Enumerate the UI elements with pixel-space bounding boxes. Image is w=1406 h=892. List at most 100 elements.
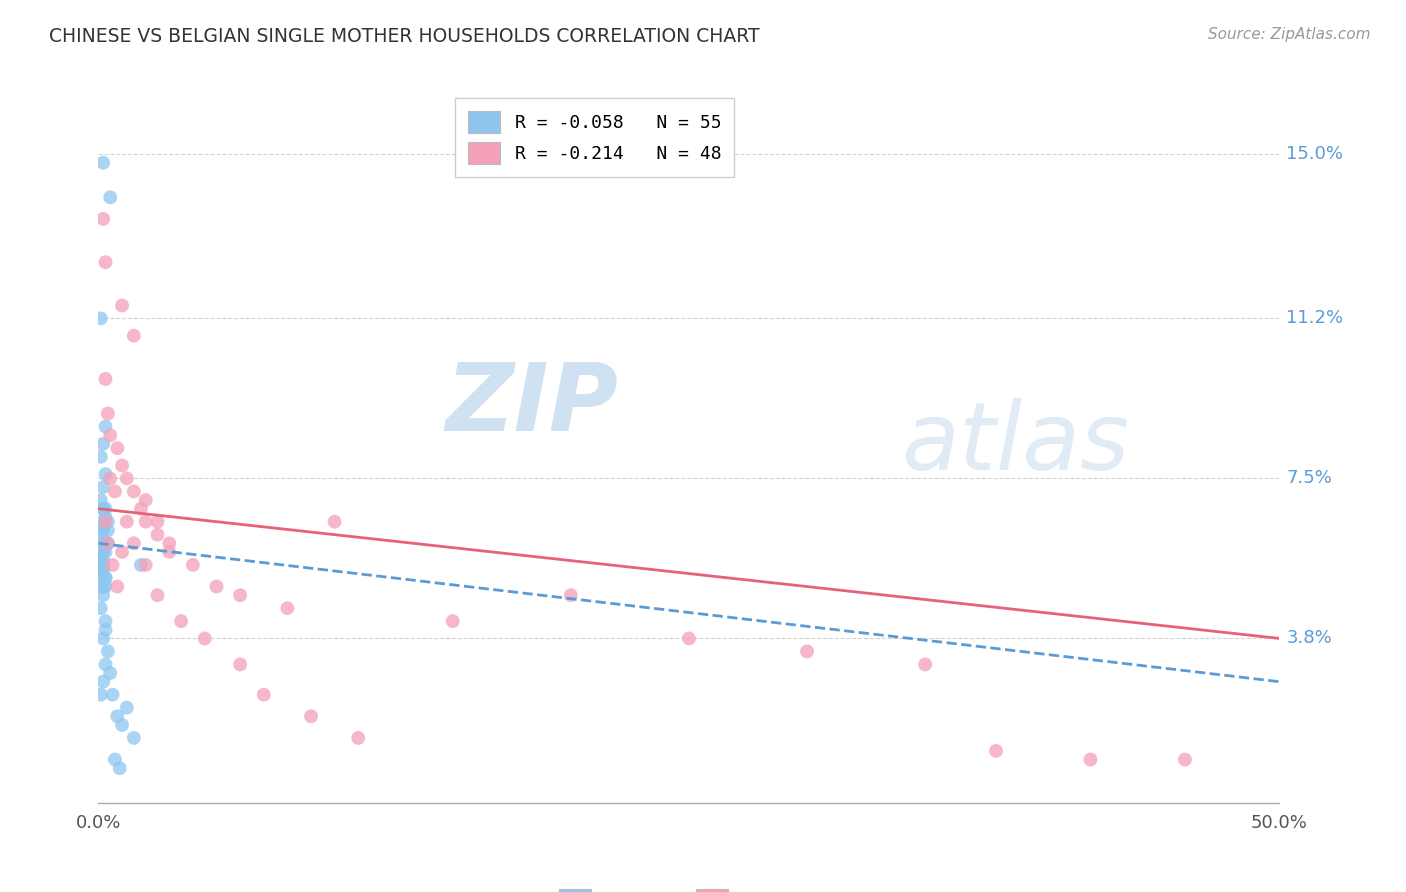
Text: CHINESE VS BELGIAN SINGLE MOTHER HOUSEHOLDS CORRELATION CHART: CHINESE VS BELGIAN SINGLE MOTHER HOUSEHO… <box>49 27 759 45</box>
Point <box>97 536 120 550</box>
Point <box>104 753 127 767</box>
Point <box>104 484 127 499</box>
Point <box>129 558 152 572</box>
Point <box>94 571 117 585</box>
Point <box>146 588 169 602</box>
Point <box>97 644 120 658</box>
Point <box>101 558 124 572</box>
Point <box>91 501 114 516</box>
Point <box>90 545 112 559</box>
Point <box>94 623 117 637</box>
Point <box>94 545 117 559</box>
Point <box>111 718 134 732</box>
Point <box>94 571 117 585</box>
Text: 11.2%: 11.2% <box>1286 310 1344 327</box>
Point <box>122 328 145 343</box>
Point <box>94 510 117 524</box>
Point <box>91 580 114 594</box>
Point <box>91 211 114 226</box>
Point <box>122 731 145 745</box>
Point <box>90 311 112 326</box>
Point <box>111 458 134 473</box>
Point <box>91 524 114 538</box>
Point <box>90 493 112 508</box>
Point <box>94 536 117 550</box>
Point <box>105 441 128 455</box>
Point <box>299 709 322 723</box>
Point <box>91 515 114 529</box>
Point <box>90 527 112 541</box>
Point <box>146 527 169 541</box>
Point <box>94 372 117 386</box>
Text: 7.5%: 7.5% <box>1286 469 1333 487</box>
Point <box>157 545 180 559</box>
Point <box>91 501 114 516</box>
Point <box>796 644 818 658</box>
Text: Source: ZipAtlas.com: Source: ZipAtlas.com <box>1208 27 1371 42</box>
Point <box>91 536 114 550</box>
Point <box>94 255 117 269</box>
Point <box>111 298 134 312</box>
Point <box>115 700 138 714</box>
Point <box>91 437 114 451</box>
Point <box>229 657 252 672</box>
Point <box>170 614 193 628</box>
Point <box>91 558 114 572</box>
Point <box>135 558 157 572</box>
Point <box>90 558 112 572</box>
Point <box>94 419 117 434</box>
Point <box>94 467 117 482</box>
Point <box>1174 753 1197 767</box>
Point <box>94 614 117 628</box>
Point <box>91 519 114 533</box>
Point <box>98 471 121 485</box>
Point <box>441 614 464 628</box>
Point <box>181 558 204 572</box>
Point <box>678 632 700 646</box>
Point <box>98 190 121 204</box>
Point <box>135 515 157 529</box>
Point <box>115 471 138 485</box>
Point <box>91 632 114 646</box>
Point <box>97 524 120 538</box>
Point <box>347 731 370 745</box>
Point <box>94 580 117 594</box>
Point <box>122 536 145 550</box>
Point <box>276 601 298 615</box>
Point <box>94 657 117 672</box>
Point <box>97 536 120 550</box>
Point <box>122 484 145 499</box>
Point <box>98 666 121 681</box>
Point <box>115 515 138 529</box>
Point <box>108 761 131 775</box>
Point <box>90 580 112 594</box>
Point <box>90 450 112 464</box>
Point <box>90 688 112 702</box>
Point <box>146 515 169 529</box>
Point <box>94 501 117 516</box>
Point <box>91 674 114 689</box>
Point <box>157 536 180 550</box>
Point <box>91 155 114 169</box>
Point <box>90 553 112 567</box>
Point <box>97 407 120 421</box>
Text: atlas: atlas <box>901 399 1130 490</box>
Point <box>323 515 346 529</box>
Point <box>91 553 114 567</box>
Point <box>90 601 112 615</box>
Text: ZIP: ZIP <box>446 359 619 451</box>
Point <box>97 515 120 529</box>
Point <box>90 566 112 581</box>
Point <box>194 632 217 646</box>
Point <box>1080 753 1102 767</box>
Point <box>129 501 152 516</box>
Point <box>90 562 112 576</box>
Point <box>91 480 114 494</box>
Point <box>91 545 114 559</box>
Point <box>229 588 252 602</box>
Point <box>91 562 114 576</box>
Point <box>984 744 1007 758</box>
Point <box>94 515 117 529</box>
Point <box>560 588 582 602</box>
Point <box>91 588 114 602</box>
